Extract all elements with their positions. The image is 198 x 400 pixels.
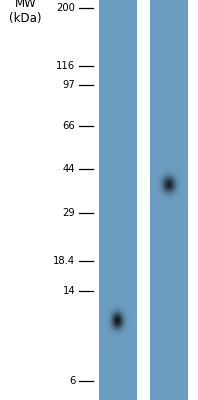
Text: 44: 44 <box>63 164 75 174</box>
Bar <box>99 0 137 400</box>
Text: 14: 14 <box>63 286 75 296</box>
Text: 29: 29 <box>63 208 75 218</box>
Text: MW
(kDa): MW (kDa) <box>10 0 42 25</box>
Text: 200: 200 <box>56 3 75 13</box>
Text: 6: 6 <box>69 376 75 386</box>
Text: 97: 97 <box>63 80 75 90</box>
Text: 66: 66 <box>63 120 75 130</box>
Text: 18.4: 18.4 <box>53 256 75 266</box>
Text: 116: 116 <box>56 61 75 71</box>
Bar <box>150 0 188 400</box>
